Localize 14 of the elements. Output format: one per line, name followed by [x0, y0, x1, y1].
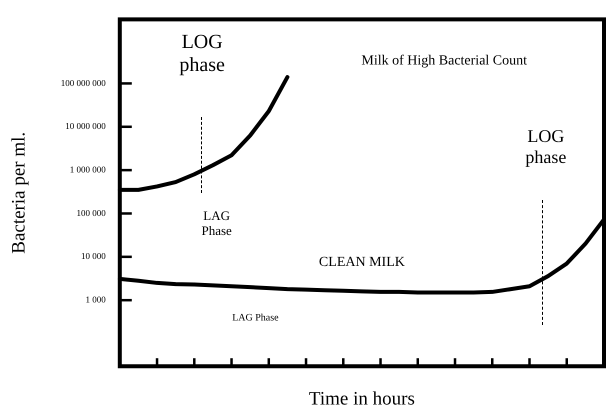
- annotation: LOG phase: [525, 126, 566, 167]
- annotation: LAG Phase: [201, 208, 232, 238]
- y-tick-label: 1 000: [86, 294, 106, 305]
- y-tick-label: 100 000 000: [60, 78, 106, 88]
- y-axis-title: Bacteria per ml.: [8, 132, 30, 254]
- annotation: LAG Phase: [232, 312, 280, 324]
- y-tick-label: 10 000 000: [65, 121, 106, 132]
- annotation: LOG phase: [179, 30, 225, 76]
- y-tick-label: 1 000 000: [70, 164, 106, 174]
- annotation: Milk of High Bacterial Count: [361, 54, 528, 69]
- x-axis-title: Time in hours: [308, 388, 415, 410]
- annotation: CLEAN MILK: [318, 254, 405, 270]
- y-tick-label: 10 000: [81, 251, 106, 262]
- y-tick-label: 100 000: [76, 208, 106, 218]
